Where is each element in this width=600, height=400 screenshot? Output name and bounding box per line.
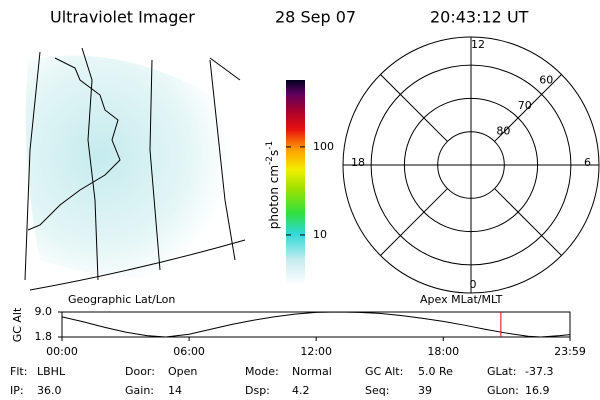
field-value: Open: [168, 365, 197, 378]
y-tick-label: 1.8: [35, 330, 53, 343]
field-value: -37.3: [525, 365, 553, 378]
field-value: 36.0: [37, 384, 62, 397]
time: 20:43:12 UT: [430, 8, 529, 27]
field-label: Gain:: [125, 384, 154, 397]
dial-diagonal: [380, 74, 448, 142]
field-value: Normal: [292, 365, 332, 378]
lat-label: 70: [518, 99, 532, 112]
x-tick-label: 12:00: [300, 345, 332, 358]
field-label: Seq:: [365, 384, 389, 397]
field-label: Dsp:: [245, 384, 270, 397]
colorbar-tick-label: 100: [313, 140, 334, 153]
label-part: -2: [265, 156, 275, 165]
dial-diagonal: [380, 188, 448, 256]
lat-ring: [403, 97, 539, 233]
field-label: Flt:: [10, 365, 27, 378]
field-label: IP:: [10, 384, 24, 397]
field-label: Mode:: [245, 365, 279, 378]
x-tick-label: 06:00: [173, 345, 205, 358]
label-part: -1: [265, 141, 275, 150]
colorbar: [286, 80, 305, 285]
field-label: GLon:: [487, 384, 519, 397]
panel-label: Geographic Lat/Lon: [68, 293, 175, 306]
date: 28 Sep 07: [275, 8, 356, 27]
panel-label: Apex MLat/MLT: [420, 293, 503, 306]
colorbar-label: photon cm-2s-1: [265, 141, 281, 230]
dial-diagonal: [494, 74, 562, 142]
x-tick-label: 00:00: [46, 345, 78, 358]
lat-ring: [437, 131, 505, 199]
dial-diagonal: [494, 188, 562, 256]
mlt-label: 12: [471, 38, 485, 51]
field-label: GLat:: [487, 365, 516, 378]
field-value: LBHL: [37, 365, 66, 378]
y-axis-label: GC Alt: [11, 307, 24, 342]
field-label: Door:: [125, 365, 155, 378]
mlt-label: 0: [470, 278, 477, 291]
colorbar-tick-label: 10: [313, 228, 327, 241]
field-value: 16.9: [525, 384, 550, 397]
title: Ultraviolet Imager: [50, 8, 195, 27]
lat-ring: [370, 64, 572, 266]
image-panel: [24, 47, 246, 291]
field-value: 14: [168, 384, 182, 397]
field-value: 39: [418, 384, 432, 397]
field-value: 4.2: [292, 384, 310, 397]
field-label: GC Alt:: [365, 365, 403, 378]
field-value: 5.0 Re: [418, 365, 453, 378]
x-tick-label: 18:00: [427, 345, 459, 358]
y-tick-label: 9.0: [35, 305, 53, 318]
x-tick-label: 23:59: [554, 345, 586, 358]
label-part: s: [267, 150, 281, 156]
mlt-label: 6: [584, 156, 591, 169]
lat-label: 80: [496, 124, 510, 137]
mlt-label: 18: [351, 156, 365, 169]
lat-label: 60: [539, 73, 553, 86]
altitude-frame: [61, 311, 571, 338]
altitude-line: [61, 311, 570, 338]
label-part: photon cm: [267, 165, 281, 229]
